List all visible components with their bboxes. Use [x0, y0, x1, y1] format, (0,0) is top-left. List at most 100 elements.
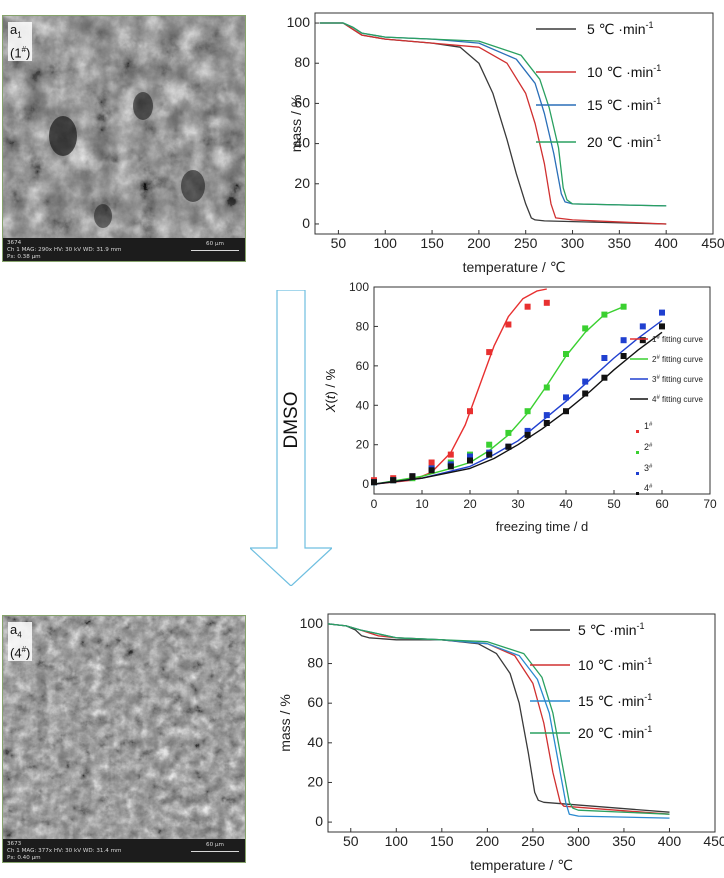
data-point [505, 429, 512, 436]
x-tick-label: 450 [701, 235, 724, 251]
y-axis-label: mass / % [277, 694, 293, 752]
x-axis-label: freezing time / d [496, 519, 589, 534]
arrow-shape [250, 290, 332, 586]
data-point [639, 337, 646, 344]
y-tick-label: 40 [307, 734, 323, 750]
data-point [563, 351, 569, 357]
x-tick-label: 30 [511, 497, 525, 511]
x-axis-label: temperature / ℃ [470, 857, 573, 873]
sem-texture [3, 616, 245, 862]
arrow-label: DMSO [281, 392, 302, 449]
legend-label: 4# fitting curve [652, 395, 703, 404]
series-line [319, 22, 667, 207]
data-point [524, 303, 531, 310]
legend-marker [636, 430, 639, 433]
data-point [582, 390, 589, 397]
legend-label: 2# fitting curve [652, 355, 703, 364]
x-tick-label: 300 [567, 833, 591, 849]
data-point [659, 323, 665, 330]
data-point [486, 451, 493, 458]
y-tick-label: 80 [356, 319, 370, 333]
legend-label: 5 ℃ ·min-1 [587, 20, 654, 37]
legend-label: 1# [644, 421, 653, 431]
y-tick-label: 80 [294, 54, 310, 70]
x-tick-label: 250 [514, 235, 538, 251]
data-point [582, 325, 589, 332]
x-tick-label: 300 [561, 235, 585, 251]
x-tick-label: 50 [331, 235, 347, 251]
sem-texture [3, 16, 245, 261]
x-tick-label: 60 [655, 497, 669, 511]
plot-frame [373, 286, 711, 495]
y-tick-label: 20 [294, 175, 310, 191]
x-tick-label: 250 [521, 833, 545, 849]
data-point [467, 453, 473, 460]
y-tick-label: 40 [356, 398, 370, 412]
data-point [467, 408, 473, 415]
x-tick-label: 0 [371, 497, 378, 511]
x-tick-label: 70 [703, 497, 717, 511]
data-point [601, 311, 608, 318]
series-line [327, 623, 670, 815]
fitting-curve [373, 319, 663, 485]
x-tick-label: 100 [385, 833, 409, 849]
y-axis-label: X(t) / % [323, 368, 338, 413]
data-point [428, 459, 435, 466]
fitting-curve [373, 306, 624, 485]
sem-image-label: a4 (4#) [8, 622, 33, 661]
data-point [371, 479, 377, 486]
data-point [563, 394, 569, 401]
scale-bar: 60 μm [191, 241, 239, 251]
x-tick-label: 450 [703, 833, 724, 849]
data-point [390, 477, 397, 484]
data-point [543, 384, 550, 391]
data-point [447, 451, 454, 458]
legend-label: 4# [644, 483, 653, 493]
series-line [319, 22, 667, 225]
process-arrow: DMSO [250, 290, 332, 586]
series-line [319, 22, 667, 225]
x-tick-label: 150 [430, 833, 454, 849]
y-axis-label: mass / % [288, 95, 304, 153]
x-tick-label: 350 [612, 833, 636, 849]
sem-image-4: a4 (4#) 3673 Ch 1 MAG: 377x HV: 30 kV WD… [2, 615, 246, 863]
data-point [467, 457, 473, 464]
y-tick-label: 60 [356, 359, 370, 373]
legend-marker [636, 472, 639, 475]
sem-info-bar: 3673 Ch 1 MAG: 377x HV: 30 kV WD: 31.4 m… [3, 839, 245, 862]
y-tick-label: 0 [302, 215, 310, 231]
data-point [486, 441, 493, 448]
legend-label: 3# [644, 463, 653, 473]
legend-label: 10 ℃ ·min-1 [587, 63, 661, 80]
legend-label: 1# fitting curve [652, 335, 703, 344]
data-point [524, 427, 531, 434]
x-tick-label: 350 [608, 235, 632, 251]
data-point [447, 463, 454, 470]
y-tick-label: 40 [294, 135, 310, 151]
plot-frame [327, 613, 716, 833]
data-point [601, 355, 608, 361]
fitting-curve [373, 331, 663, 485]
series-line [327, 623, 670, 813]
y-tick-label: 0 [315, 813, 323, 829]
y-tick-label: 100 [287, 14, 311, 30]
x-tick-label: 50 [607, 497, 621, 511]
y-tick-label: 80 [307, 655, 323, 671]
y-tick-label: 0 [362, 477, 369, 491]
sem-info-bar: 3674 Ch 1 MAG: 290x HV: 30 kV WD: 31.9 m… [3, 238, 245, 261]
fitting-curve [373, 288, 547, 485]
data-point [543, 299, 550, 306]
data-point [524, 408, 531, 415]
legend-label: 15 ℃ ·min-1 [587, 96, 661, 113]
data-point [620, 337, 627, 344]
y-tick-label: 100 [300, 615, 324, 631]
x-tick-label: 50 [343, 833, 359, 849]
x-tick-label: 400 [658, 833, 682, 849]
data-point [601, 374, 608, 381]
legend-label: 5 ℃ ·min-1 [578, 621, 645, 638]
sem-image-label: a1 (1#) [8, 22, 33, 61]
x-axis-label: temperature / ℃ [463, 259, 566, 275]
data-point [543, 412, 550, 419]
y-tick-label: 100 [349, 281, 369, 294]
legend-marker [636, 492, 639, 495]
